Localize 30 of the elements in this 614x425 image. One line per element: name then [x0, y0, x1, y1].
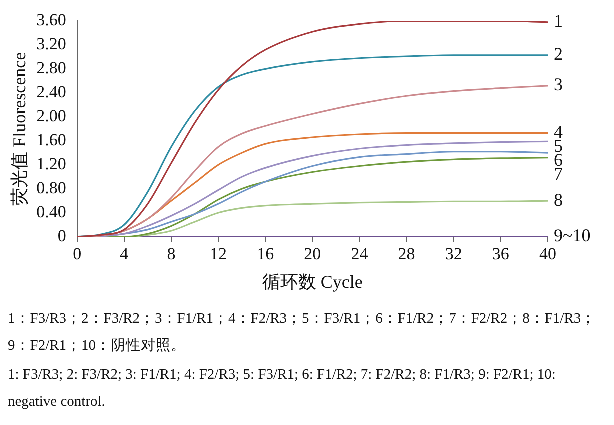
x-tick-label: 24 — [351, 244, 369, 264]
x-tick-label: 16 — [257, 244, 274, 264]
x-tick-label: 40 — [540, 244, 556, 264]
x-tick-label: 12 — [210, 244, 228, 264]
series-label: 9~10 — [554, 226, 591, 246]
y-tick-label: 2.00 — [36, 106, 66, 126]
y-tick-label: 1.20 — [36, 154, 66, 174]
text: 1: F3/R3; 2: F3/R2; 3: F1/R1; 4: F2/R3; 5: F3/R1; 6: F1/R2; 7: F2/R2; 8: F1/R3; 9: F2/R1; 10: negative control. — [8, 366, 557, 412]
y-tick-label: 0 — [58, 226, 66, 246]
x-tick-label: 4 — [120, 244, 130, 264]
text: 1：F3/R3；2：F3/R2；3：F1/R1；4：F2/R3；5：F3/R1；6：F1/R2；7：F2/R2；8：F1/R3；9：F2/R1；10：阴性对照。 — [8, 310, 598, 356]
x-axis-title: 循环数 Cycle — [262, 272, 363, 292]
y-tick-label: 3.20 — [36, 34, 66, 54]
y-tick-label: 1.60 — [36, 130, 66, 150]
series-label: 2 — [554, 44, 563, 64]
y-tick-label: 2.80 — [36, 58, 66, 78]
series-label: 1 — [554, 11, 563, 32]
y-tick-label: 3.60 — [36, 10, 66, 30]
series-label: 3 — [554, 74, 563, 95]
x-tick-label: 8 — [167, 244, 176, 264]
y-tick-label: 0.80 — [36, 178, 66, 198]
x-tick-label: 32 — [445, 244, 462, 264]
series-label: 8 — [554, 190, 563, 210]
x-tick-label: 20 — [304, 244, 322, 264]
y-axis-title: 荧光值 Fluorescence — [10, 52, 30, 206]
y-tick-label: 0.40 — [36, 202, 66, 222]
x-tick-label: 0 — [73, 244, 82, 264]
x-tick-label: 36 — [492, 244, 510, 264]
x-tick-label: 28 — [398, 244, 416, 264]
y-tick-label: 2.40 — [36, 82, 66, 102]
